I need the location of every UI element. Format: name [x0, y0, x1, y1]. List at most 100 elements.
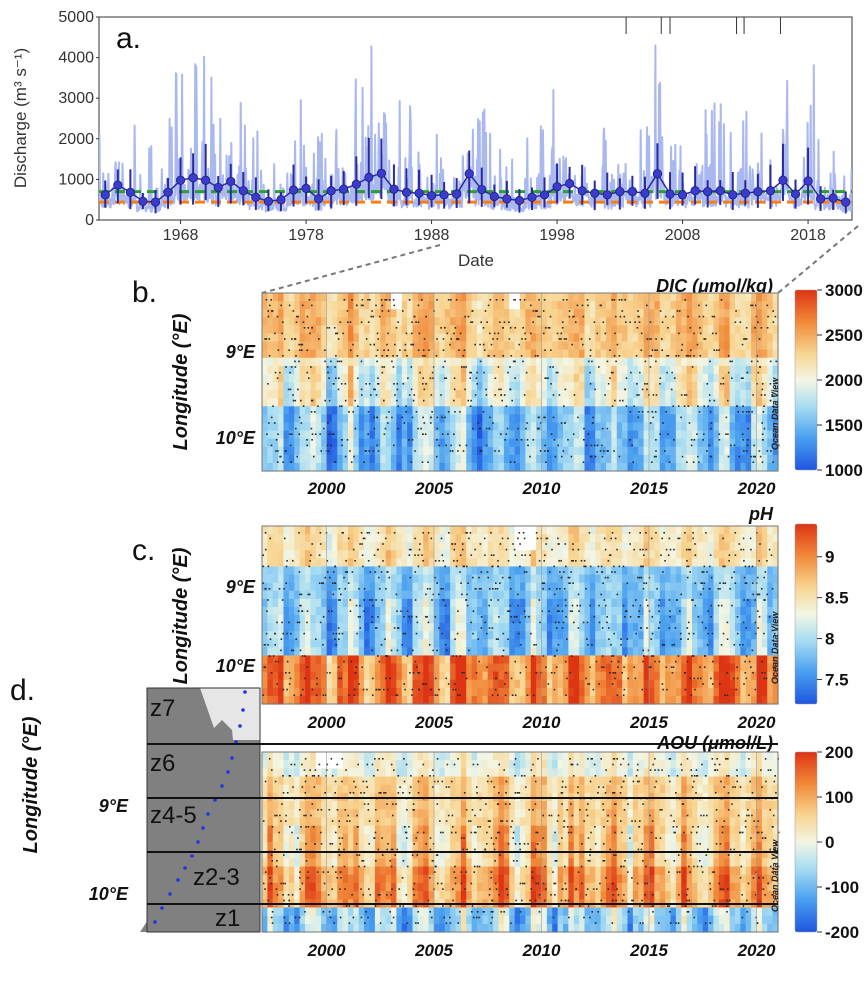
heatmap-cell	[289, 325, 295, 334]
sample-dot	[690, 327, 692, 329]
heatmap-cell	[531, 301, 537, 310]
heatmap-cell	[579, 583, 585, 592]
heatmap-cell	[660, 575, 666, 584]
heatmap-cell	[380, 398, 386, 407]
heatmap-cell	[579, 534, 585, 543]
heatmap-cell	[757, 463, 763, 472]
sample-dot	[712, 316, 714, 318]
heatmap-cell	[396, 358, 402, 367]
heatmap-cell	[488, 358, 494, 367]
heatmap-cell	[681, 382, 687, 391]
sample-dot	[436, 299, 438, 301]
heatmap-cell	[563, 672, 569, 681]
sample-dot	[656, 349, 658, 351]
heatmap-cell	[767, 463, 773, 472]
heatmap-cell	[278, 558, 284, 567]
heatmap-cell	[262, 647, 268, 656]
sample-dot	[746, 450, 748, 452]
sample-dot	[654, 456, 656, 458]
heatmap-cell	[343, 655, 349, 664]
heatmap-cell	[456, 672, 462, 681]
heatmap-cell	[547, 317, 553, 326]
heatmap-cell	[423, 550, 429, 559]
heatmap-cell	[515, 647, 521, 656]
sample-dot	[472, 428, 474, 430]
heatmap-cell	[278, 293, 284, 302]
heatmap-cell	[692, 398, 698, 407]
heatmap-cell	[278, 447, 284, 456]
heatmap-cell	[332, 390, 338, 399]
sample-dot	[334, 366, 336, 368]
heatmap-cell	[316, 333, 322, 342]
heatmap-cell	[638, 358, 644, 367]
heatmap-cell	[439, 309, 445, 318]
heatmap-cell	[472, 431, 478, 440]
heatmap-cell	[294, 672, 300, 681]
sample-dot	[544, 377, 546, 379]
heatmap-cell	[660, 696, 666, 705]
heatmap-cell	[654, 301, 660, 310]
heatmap-cell	[327, 550, 333, 559]
heatmap-cell	[278, 655, 284, 664]
heatmap-cell	[601, 374, 607, 383]
heatmap-cell	[434, 558, 440, 567]
heatmap-cell	[703, 447, 709, 456]
heatmap-cell	[337, 431, 343, 440]
sample-dot	[396, 400, 398, 402]
heatmap-cell	[525, 293, 531, 302]
sample-dot	[581, 338, 583, 340]
heatmap-cell	[396, 422, 402, 431]
heatmap-cell	[552, 414, 558, 423]
sample-dot	[375, 305, 377, 307]
raw-discharge-line	[99, 45, 852, 211]
sample-dot	[298, 361, 300, 363]
heatmap-cell	[461, 534, 467, 543]
heatmap-cell	[660, 631, 666, 640]
heatmap-cell	[396, 672, 402, 681]
heatmap-cell	[402, 366, 408, 375]
annual-mean-point	[791, 190, 799, 198]
heatmap-cell	[353, 526, 359, 535]
heatmap-cell	[606, 647, 612, 656]
heatmap-cell	[671, 534, 677, 543]
heatmap-cell	[708, 358, 714, 367]
sample-dot	[630, 411, 632, 413]
heatmap-cell	[423, 566, 429, 575]
heatmap-cell	[628, 526, 634, 535]
heatmap-cell	[450, 390, 456, 399]
heatmap-cell	[552, 463, 558, 472]
heatmap-cell	[450, 455, 456, 464]
heatmap-cell	[418, 639, 424, 648]
heatmap-cell	[649, 293, 655, 302]
heatmap-cell	[585, 566, 591, 575]
sample-dot	[549, 366, 551, 368]
heatmap-cell	[396, 647, 402, 656]
heatmap-cell	[563, 639, 569, 648]
heatmap-cell	[595, 414, 601, 423]
heatmap-cell	[542, 566, 548, 575]
heatmap-cell	[547, 558, 553, 567]
heatmap-cell	[697, 358, 703, 367]
heatmap-cell	[439, 688, 445, 697]
heatmap-cell	[617, 583, 623, 592]
heatmap-cell	[676, 366, 682, 375]
heatmap-cell	[628, 639, 634, 648]
heatmap-cell	[466, 623, 472, 632]
heatmap-cell	[267, 317, 273, 326]
heatmap-cell	[343, 406, 349, 415]
heatmap-cell	[654, 366, 660, 375]
heatmap-cell	[439, 542, 445, 551]
sample-dot	[548, 327, 550, 329]
sample-dot	[587, 299, 589, 301]
heatmap-cell	[654, 664, 660, 673]
heatmap-cell	[579, 374, 585, 383]
sample-dot	[481, 450, 483, 452]
heatmap-cell	[719, 325, 725, 334]
heatmap-cell	[542, 333, 548, 342]
sample-dot	[655, 456, 657, 458]
heatmap-cell	[380, 374, 386, 383]
sample-dot	[700, 333, 702, 335]
heatmap-cell	[665, 293, 671, 302]
heatmap-cell	[310, 672, 316, 681]
heatmap-cell	[590, 414, 596, 423]
